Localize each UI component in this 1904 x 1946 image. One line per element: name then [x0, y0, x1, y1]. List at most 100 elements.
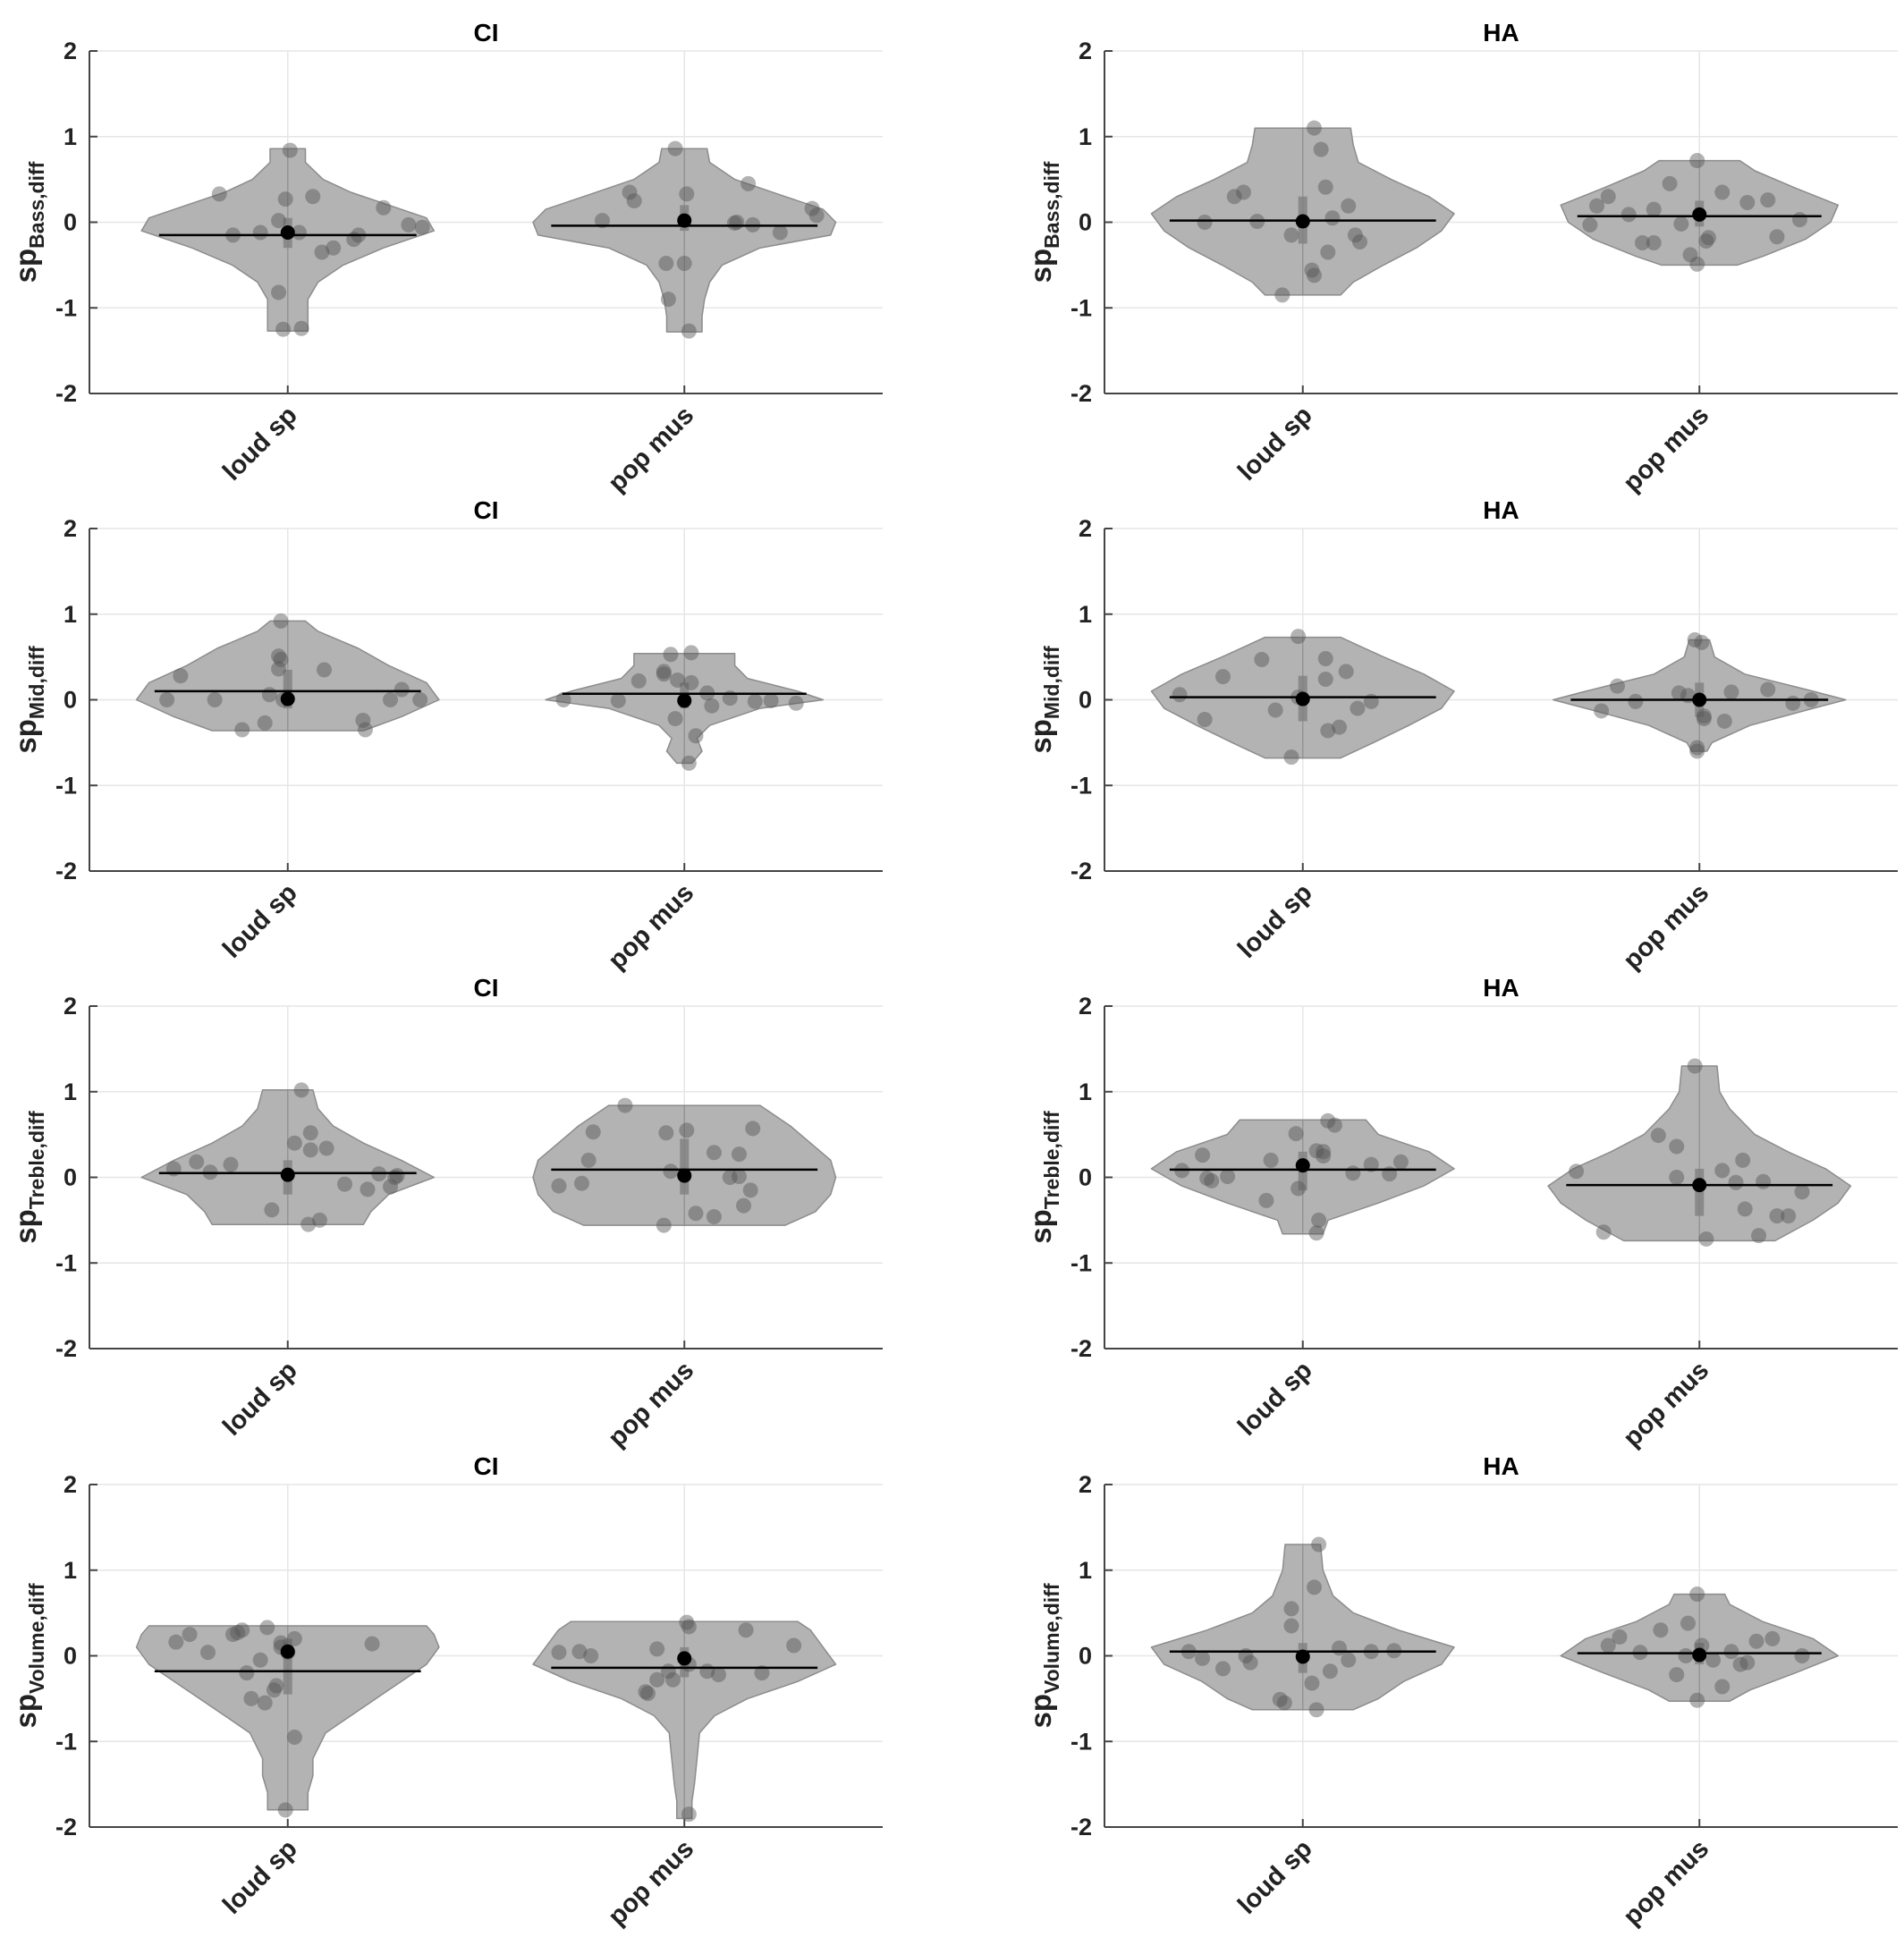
data-point: [681, 1806, 697, 1823]
data-point: [665, 1671, 681, 1688]
data-point: [1258, 1192, 1274, 1208]
y-axis-label-sub: Bass,diff: [25, 161, 48, 248]
data-point: [706, 1209, 722, 1225]
data-point: [1195, 1147, 1211, 1163]
y-tick-label: 0: [1079, 209, 1092, 236]
y-axis-label: spBass,diff: [1024, 161, 1063, 283]
violin-group: [1150, 1113, 1455, 1241]
data-point: [731, 1146, 747, 1163]
data-point: [1235, 184, 1251, 200]
violin-group: [1552, 631, 1847, 759]
data-point: [364, 1636, 380, 1652]
data-point: [1646, 201, 1662, 217]
data-point: [594, 213, 610, 229]
data-point: [1569, 1163, 1585, 1180]
data-point: [1723, 684, 1739, 700]
data-point: [667, 140, 683, 157]
data-point: [1172, 687, 1188, 703]
data-point: [551, 1645, 567, 1661]
data-point: [1254, 651, 1270, 667]
data-point: [1682, 247, 1698, 263]
data-point: [1311, 1212, 1327, 1228]
data-point: [1689, 153, 1705, 169]
data-point: [207, 692, 223, 707]
data-point: [211, 186, 227, 202]
data-point: [1700, 230, 1716, 246]
data-point: [704, 698, 720, 714]
data-point: [1316, 1148, 1332, 1164]
x-tick-label: loud sp: [1232, 1834, 1318, 1920]
data-point: [225, 1627, 241, 1643]
y-tick-label: 2: [63, 993, 77, 1020]
data-point: [804, 200, 820, 216]
median-marker: [280, 1167, 295, 1182]
data-point: [252, 1652, 268, 1668]
data-point: [676, 255, 692, 271]
y-axis-label-sub: Volume,diff: [1040, 1583, 1063, 1694]
data-point: [729, 215, 745, 230]
data-point: [649, 1641, 665, 1657]
violin-group: [140, 142, 436, 337]
data-point: [1263, 1152, 1279, 1168]
median-marker: [1295, 1649, 1310, 1664]
data-point: [1785, 695, 1801, 711]
median-marker: [1295, 214, 1310, 229]
data-point: [1220, 1169, 1236, 1185]
y-tick-label: 2: [63, 1471, 77, 1498]
y-axis-label-sub: Treble,diff: [25, 1111, 48, 1209]
violin-iqr-box: [283, 669, 292, 709]
data-point: [1313, 141, 1329, 157]
y-tick-label: 2: [1079, 38, 1092, 64]
data-point: [1283, 1601, 1299, 1617]
data-point: [1307, 1579, 1322, 1595]
data-point: [574, 1175, 589, 1191]
data-point: [1317, 651, 1333, 667]
data-point: [1308, 1702, 1324, 1718]
y-tick-label: 2: [63, 38, 77, 64]
y-axis-label: spMid,diff: [9, 646, 48, 754]
y-axis-label-sub: Mid,diff: [25, 646, 48, 719]
data-point: [273, 613, 289, 629]
data-point: [1600, 1637, 1616, 1654]
data-point: [726, 215, 742, 231]
data-point: [1689, 1692, 1705, 1708]
panel-1: -2 -1 0 1 2 loud sp pop mus CI spBass,diff: [9, 19, 883, 497]
median-marker: [280, 691, 295, 706]
data-point: [731, 1169, 747, 1185]
median-marker: [677, 1651, 692, 1666]
x-tick-label: pop mus: [603, 1834, 699, 1931]
y-tick-label: -2: [55, 1814, 77, 1840]
x-tick-label: loud sp: [1232, 401, 1318, 486]
data-point: [747, 693, 763, 709]
data-point: [639, 1686, 656, 1702]
data-point: [1669, 1138, 1685, 1155]
data-point: [292, 224, 307, 241]
data-point: [571, 1644, 588, 1660]
data-point: [305, 189, 321, 205]
y-tick-label: 1: [1079, 601, 1092, 628]
data-point: [1669, 1667, 1685, 1683]
data-point: [772, 224, 788, 241]
data-point: [786, 1637, 802, 1654]
y-axis-label: spTreble,diff: [1024, 1111, 1063, 1244]
data-point: [1320, 1113, 1336, 1129]
data-point: [649, 1671, 665, 1688]
data-point: [1635, 234, 1650, 250]
data-point: [243, 1690, 259, 1706]
data-point: [626, 193, 642, 209]
data-point: [277, 1802, 293, 1818]
data-point: [326, 240, 342, 256]
data-point: [1589, 198, 1604, 214]
x-tick-label: pop mus: [603, 401, 699, 497]
data-point: [1673, 216, 1689, 232]
violin-group: [135, 1620, 440, 1818]
data-point: [286, 1135, 302, 1151]
data-point: [1732, 1656, 1748, 1672]
median-marker: [1692, 1647, 1707, 1663]
data-point: [252, 224, 268, 241]
data-point: [1728, 1174, 1744, 1190]
data-point: [1199, 1170, 1215, 1186]
data-point: [1748, 1633, 1764, 1649]
data-point: [1347, 227, 1363, 243]
